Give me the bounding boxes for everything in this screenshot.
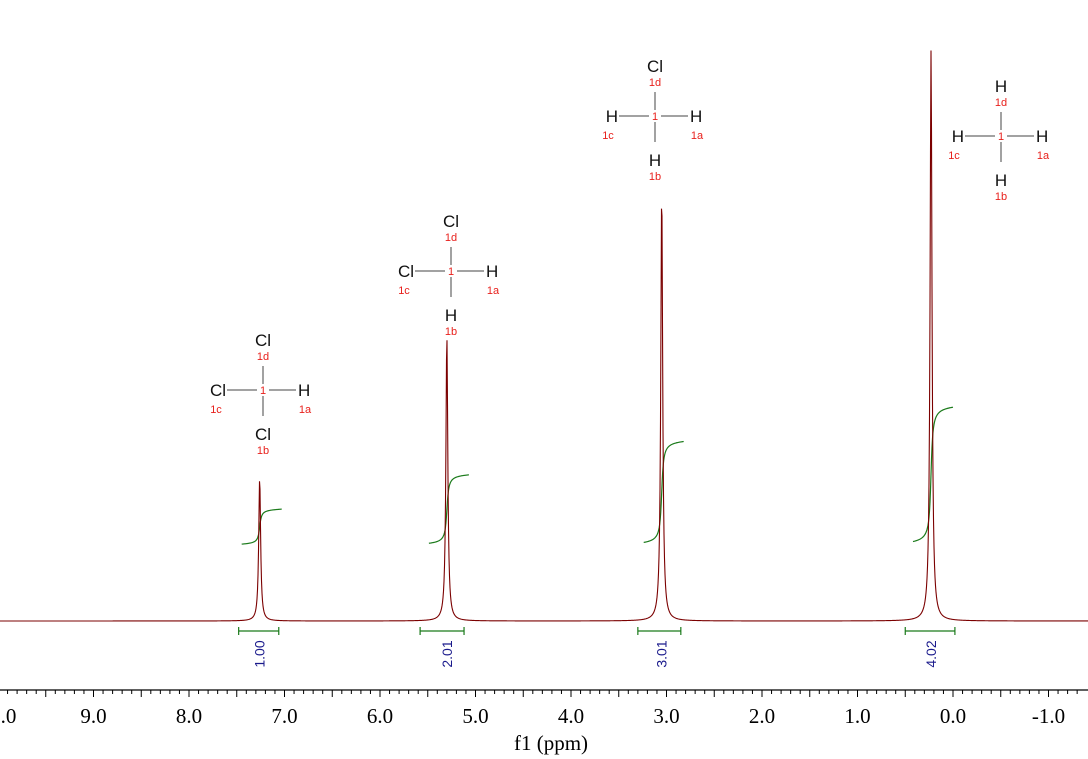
integral-curve: [428, 474, 469, 544]
atom-bottom-label: 1b: [649, 171, 661, 183]
atom-top-label: 1d: [649, 77, 661, 89]
x-axis-label: f1 (ppm): [514, 731, 588, 755]
atom-top: Cl: [647, 57, 663, 76]
atom-bottom: H: [995, 171, 1007, 190]
integral-labels: 1.00 2.01 3.01 4.02: [252, 640, 939, 667]
atom-top-label: 1d: [445, 232, 457, 244]
atom-left-label: 1c: [398, 285, 410, 297]
atom-left: H: [606, 107, 618, 126]
atom-top-label: 1d: [257, 351, 269, 363]
atom-top: H: [995, 77, 1007, 96]
atom-left-label: 1c: [948, 150, 960, 162]
atom-bottom-label: 1b: [445, 326, 457, 338]
integral-value-label: 4.02: [923, 640, 939, 667]
atom-left: Cl: [398, 262, 414, 281]
x-tick-label: 3.0: [653, 704, 679, 728]
atom-right-label: 1a: [487, 285, 500, 297]
atom-left: Cl: [210, 381, 226, 400]
atom-right-label: 1a: [1037, 150, 1050, 162]
atom-top: Cl: [255, 331, 271, 350]
integral-value-label: 2.01: [439, 640, 455, 667]
x-tick-label: 1.0: [844, 704, 870, 728]
atom-right: H: [486, 262, 498, 281]
atom-top-label: 1d: [995, 97, 1007, 109]
molecule-structures: 1Cl1dCl1bCl1cH1a1Cl1dH1bCl1cH1a1Cl1dH1bH…: [210, 57, 1050, 457]
integral-value-label: 3.01: [654, 640, 670, 667]
x-tick-label: 0.0: [940, 704, 966, 728]
center-atom-label: 1: [260, 385, 266, 397]
integral-curve: [241, 508, 282, 545]
x-tick-label: 10.0: [0, 704, 16, 728]
x-tick-label: 6.0: [367, 704, 393, 728]
atom-bottom: Cl: [255, 425, 271, 444]
x-tick-label: 4.0: [558, 704, 584, 728]
atom-left-label: 1c: [210, 404, 222, 416]
x-tick-label: 7.0: [271, 704, 297, 728]
spectrum-line: [0, 50, 1088, 622]
integral-curves: [238, 406, 956, 635]
atom-top: Cl: [443, 212, 459, 231]
center-atom-label: 1: [998, 131, 1004, 143]
atom-right: H: [690, 107, 702, 126]
center-atom-label: 1: [448, 266, 454, 278]
atom-bottom-label: 1b: [995, 191, 1007, 203]
x-axis: 10.0 9.0 8.0 7.0 6.0 5.0 4.0 3.0 2.0 1.0 0.0 -1.0: [0, 689, 1088, 728]
atom-right: H: [1036, 127, 1048, 146]
x-tick-label: 2.0: [749, 704, 775, 728]
spectrum-layer: [0, 50, 1088, 622]
x-tick-label: 9.0: [80, 704, 106, 728]
atom-right-label: 1a: [299, 404, 312, 416]
atom-left-label: 1c: [602, 130, 614, 142]
atom-bottom-label: 1b: [257, 445, 269, 457]
atom-bottom: H: [649, 151, 661, 170]
integral-value-label: 1.00: [252, 640, 268, 667]
x-tick-label: 5.0: [462, 704, 488, 728]
atom-left: H: [952, 127, 964, 146]
x-tick-label: -1.0: [1032, 704, 1065, 728]
center-atom-label: 1: [652, 111, 658, 123]
atom-bottom: H: [445, 306, 457, 325]
x-tick-label: 8.0: [176, 704, 202, 728]
atom-right: H: [298, 381, 310, 400]
atom-right-label: 1a: [691, 130, 704, 142]
